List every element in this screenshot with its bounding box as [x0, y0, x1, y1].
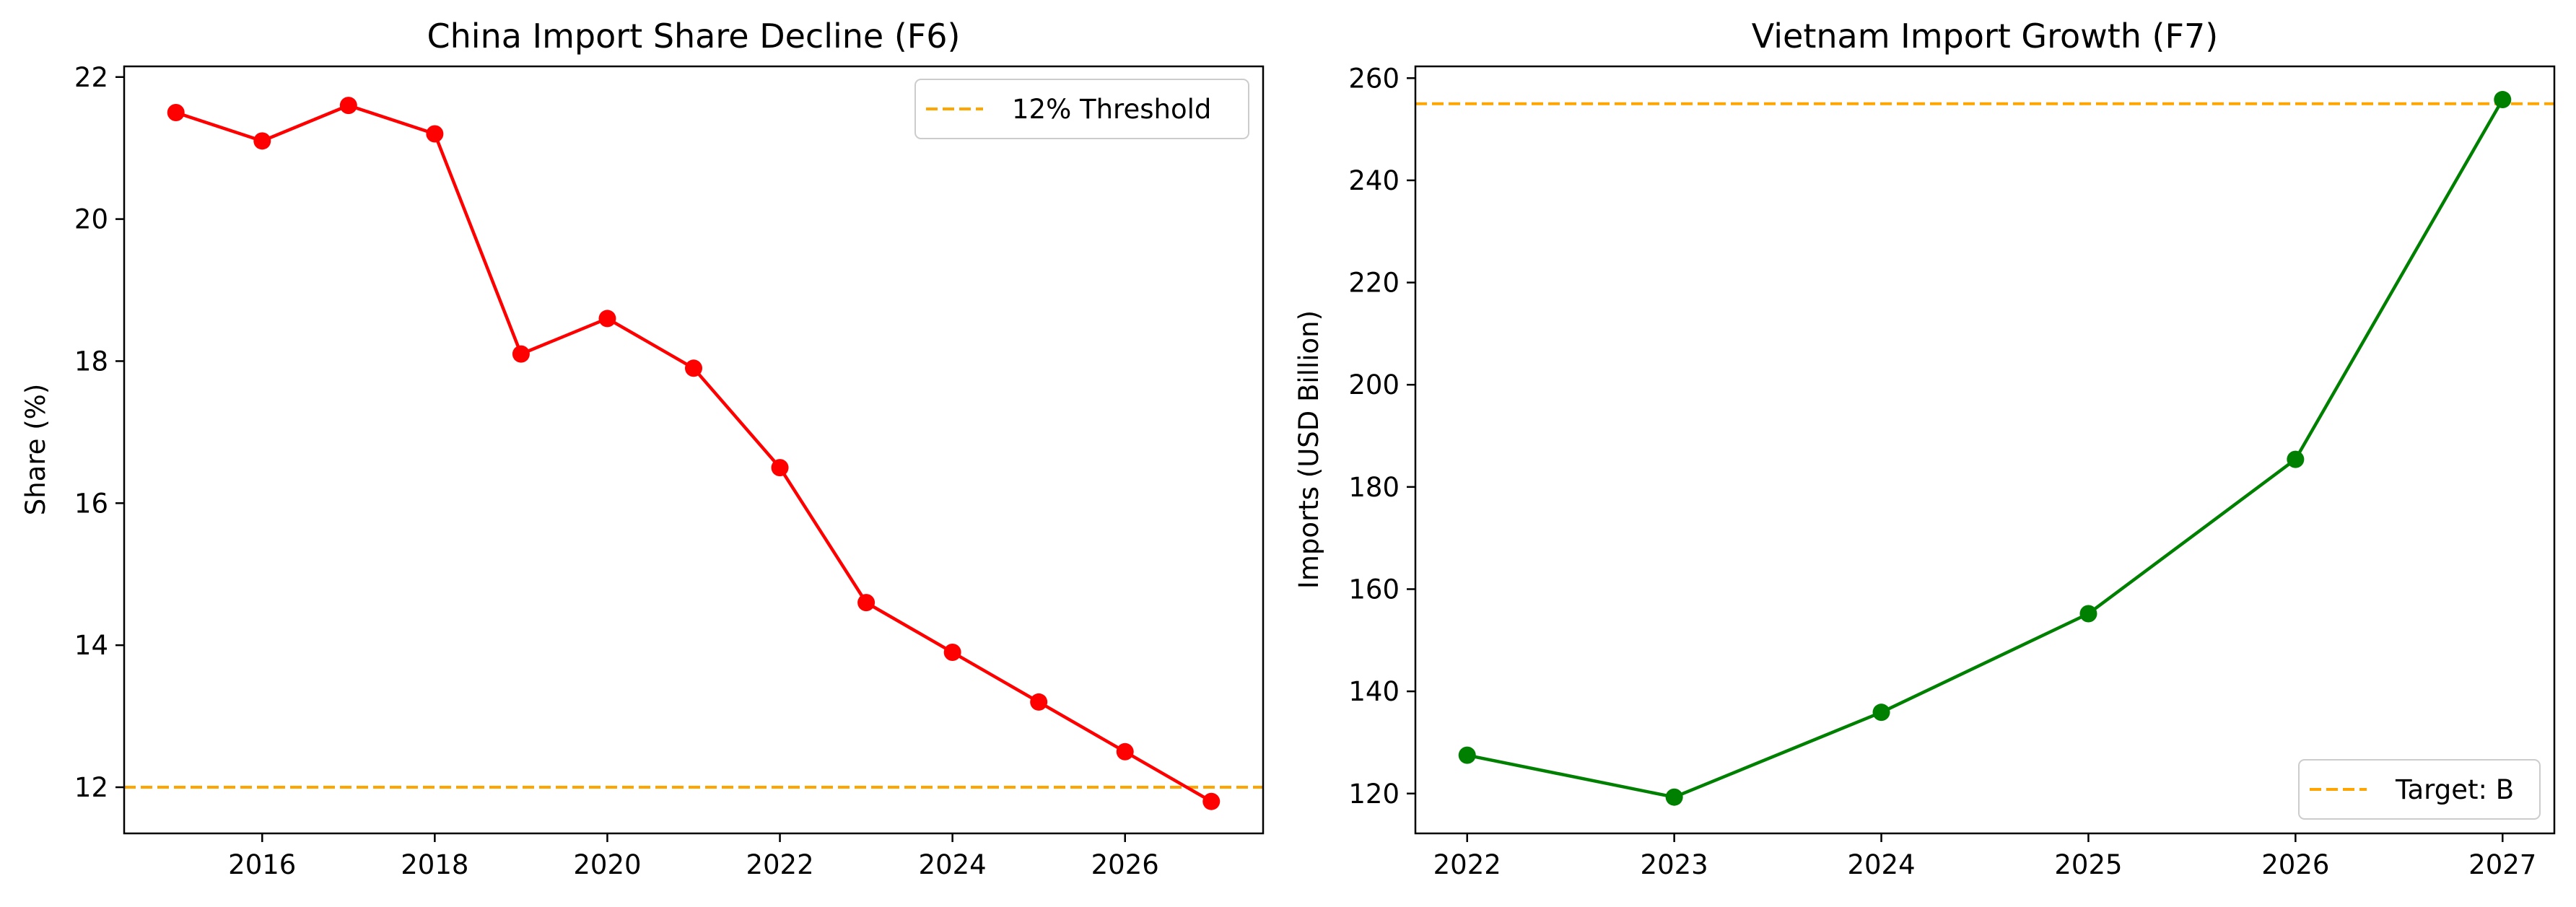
x-tick-label: 2023 [1641, 849, 1708, 880]
y-tick-label: 20 [74, 204, 108, 235]
chart-title: China Import Share Decline (F6) [427, 17, 961, 56]
data-point [512, 345, 530, 363]
data-point [1872, 704, 1890, 722]
x-tick-label: 2016 [228, 849, 296, 880]
data-point [2079, 605, 2097, 623]
y-tick-label: 12 [74, 772, 108, 803]
data-point [2287, 450, 2305, 468]
x-tick-label: 2018 [401, 849, 468, 880]
data-point [685, 359, 702, 377]
legend-box [2298, 759, 2541, 820]
data-point [253, 132, 271, 150]
y-tick-label: 160 [1348, 574, 1400, 605]
y-tick-label: 240 [1348, 165, 1400, 196]
plot-area [1415, 66, 2554, 833]
chart-vietnam-import-growth: Vietnam Import Growth (F7) Imports (USD … [1293, 17, 2556, 880]
chart-china-import-share: China Import Share Decline (F6) Share (%… [20, 17, 1265, 880]
data-point [426, 125, 444, 143]
x-tick-label: 2026 [1091, 849, 1159, 880]
y-tick-label: 22 [74, 62, 108, 93]
legend-entry-target: Target: B [2395, 774, 2514, 805]
y-tick-label: 140 [1348, 676, 1400, 707]
y-tick-label: 16 [74, 488, 108, 519]
plot-area [124, 66, 1263, 833]
chart-title: Vietnam Import Growth (F7) [1752, 17, 2218, 56]
data-point [1116, 742, 1134, 761]
data-point [1458, 746, 1476, 764]
x-tick-label: 2024 [1847, 849, 1915, 880]
y-axis-label: Share (%) [20, 384, 51, 516]
x-tick-label: 2026 [2261, 849, 2329, 880]
x-tick-label: 2020 [573, 849, 641, 880]
y-tick-label: 220 [1348, 268, 1400, 299]
data-point [771, 459, 789, 477]
x-tick-label: 2022 [746, 849, 813, 880]
data-point [1030, 693, 1048, 711]
data-point [598, 310, 616, 328]
y-tick-label: 200 [1348, 369, 1400, 400]
y-tick-label: 180 [1348, 472, 1400, 503]
legend-entry-threshold: 12% Threshold [1012, 94, 1211, 125]
y-tick-label: 14 [74, 630, 108, 661]
data-point [2494, 91, 2512, 109]
x-tick-label: 2024 [919, 849, 987, 880]
x-tick-label: 2022 [1433, 849, 1501, 880]
y-tick-label: 18 [74, 346, 108, 377]
data-point [1665, 788, 1683, 806]
legend: 12% Threshold [914, 79, 1249, 139]
data-point [339, 97, 357, 115]
data-point [857, 594, 876, 612]
data-point [1202, 792, 1221, 810]
legend-box [914, 79, 1249, 139]
series-group [1458, 91, 2512, 806]
x-tick-label: 2027 [2468, 849, 2536, 880]
legend: Target: B [2298, 759, 2541, 820]
series-line [1467, 98, 2505, 799]
plot-frame [1414, 65, 2556, 835]
x-tick-label: 2025 [2054, 849, 2122, 880]
plot-frame [123, 65, 1265, 835]
data-point [167, 103, 185, 121]
series-group [167, 97, 1221, 810]
tick-group: 2022 2023 2024 2025 2026 2027 120 140 160 180 200 2… [1348, 63, 2536, 880]
y-tick-label: 120 [1348, 779, 1400, 810]
data-point [943, 644, 961, 662]
y-tick-label: 260 [1348, 63, 1400, 94]
y-axis-label: Imports (USD Billion) [1293, 310, 1324, 589]
